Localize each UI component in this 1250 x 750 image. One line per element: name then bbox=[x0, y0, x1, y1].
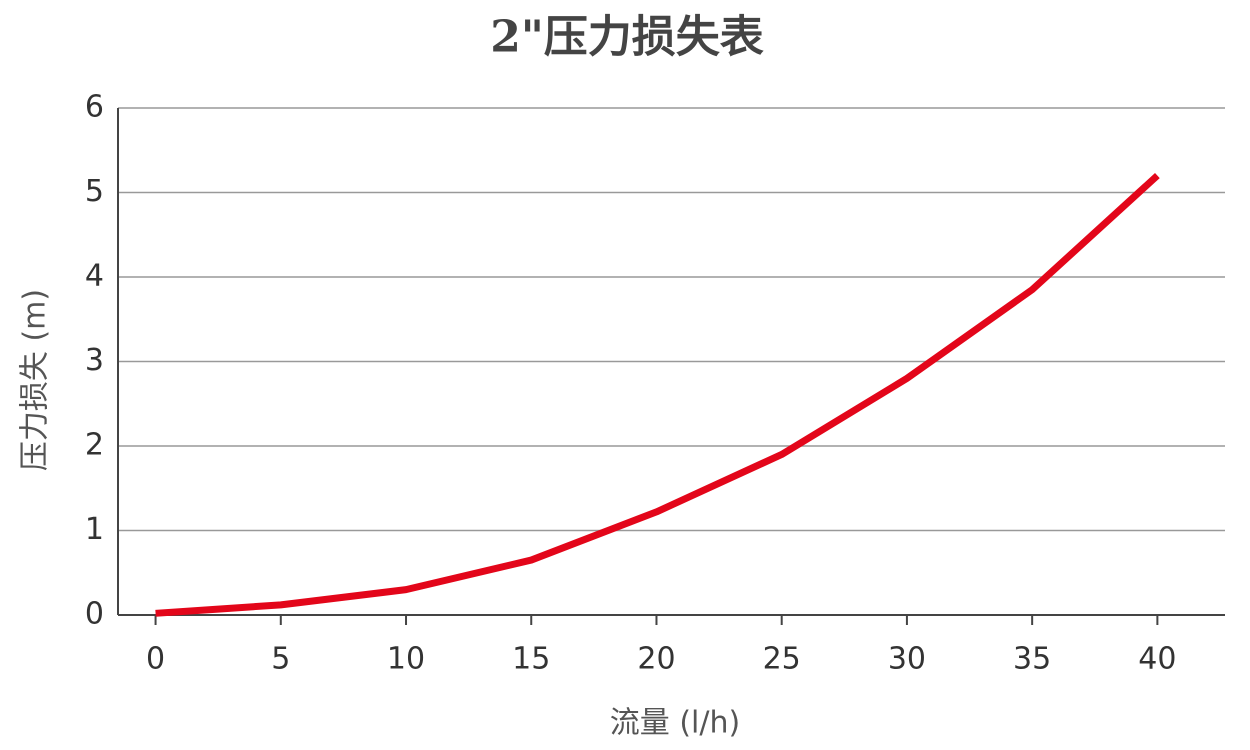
x-tick-label: 40 bbox=[1138, 642, 1176, 677]
x-tick-label: 0 bbox=[146, 642, 165, 677]
data-line bbox=[155, 173, 1160, 617]
y-tick-label: 5 bbox=[85, 174, 104, 209]
y-tick-label: 2 bbox=[85, 428, 104, 463]
x-tick-label: 25 bbox=[763, 642, 801, 677]
x-tick-label: 20 bbox=[637, 642, 675, 677]
y-tick-label: 0 bbox=[85, 597, 104, 632]
y-tick-label: 3 bbox=[85, 343, 104, 378]
x-tick-label: 5 bbox=[271, 642, 290, 677]
y-axis-label: 压力损失 (m) bbox=[18, 289, 53, 471]
x-tick-label: 30 bbox=[888, 642, 926, 677]
y-tick-label: 4 bbox=[85, 259, 104, 294]
chart-title: 2"压力损失表 bbox=[490, 12, 764, 63]
x-tick-label: 10 bbox=[387, 642, 425, 677]
y-tick-label: 6 bbox=[85, 90, 104, 125]
x-tick-label: 35 bbox=[1013, 642, 1051, 677]
x-tick-label: 15 bbox=[512, 642, 550, 677]
y-tick-label: 1 bbox=[85, 512, 104, 547]
x-axis-label: 流量 (l/h) bbox=[610, 706, 740, 741]
